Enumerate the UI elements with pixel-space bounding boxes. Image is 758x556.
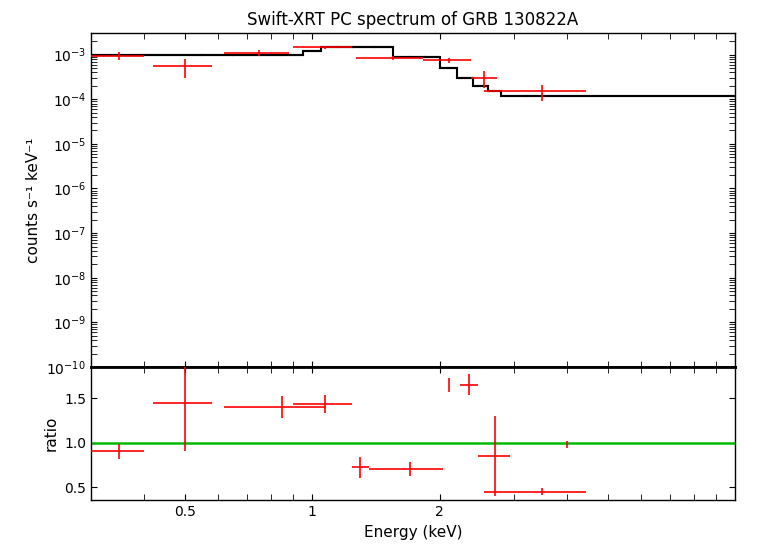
Title: Swift-XRT PC spectrum of GRB 130822A: Swift-XRT PC spectrum of GRB 130822A <box>247 11 579 29</box>
Y-axis label: counts s⁻¹ keV⁻¹: counts s⁻¹ keV⁻¹ <box>26 137 41 263</box>
Y-axis label: ratio: ratio <box>43 416 58 451</box>
X-axis label: Energy (keV): Energy (keV) <box>364 525 462 540</box>
